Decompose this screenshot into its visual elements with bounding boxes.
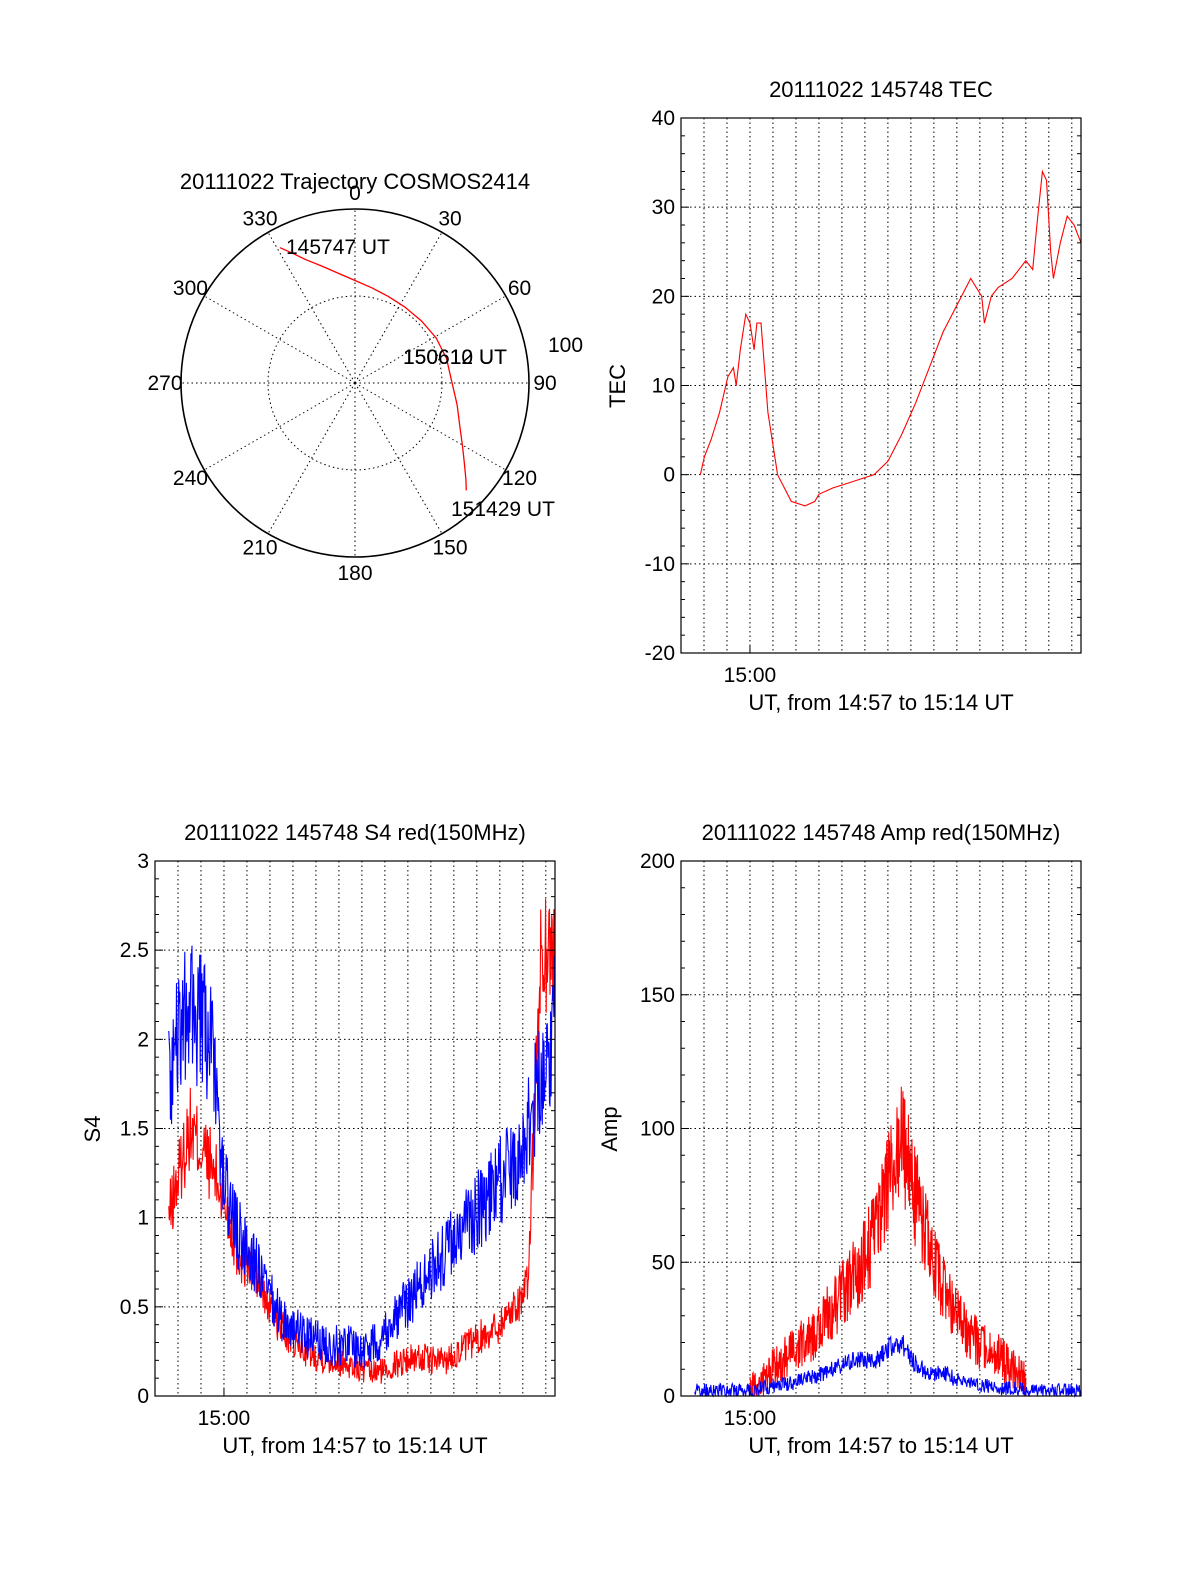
x-tick-label: 15:00 [724, 664, 777, 687]
polar-angle-label: 150 [432, 537, 467, 560]
y-axis-label: Amp [597, 1106, 622, 1151]
grid [681, 118, 1081, 653]
polar-angle-label: 240 [173, 467, 208, 490]
trajectory-start-label: 145747 UT [286, 236, 390, 259]
chart-title: 20111022 145748 Amp red(150MHz) [702, 820, 1061, 845]
y-tick-label: 150 [640, 984, 675, 1007]
axis-ticks: -20 -10 0 10 20 30 40 15:00 [645, 107, 1081, 687]
tec-line-chart: 20111022 145748 TEC -20 -10 0 10 20 30 40 15:00… [605, 77, 1082, 715]
y-tick-label: -10 [645, 553, 675, 576]
y-tick-label: 1.5 [120, 1118, 149, 1141]
amp-line-chart: 20111022 145748 Amp red(150MHz) 0 50 100 15… [597, 820, 1082, 1458]
y-tick-label: 30 [652, 196, 675, 219]
polar-angle-label: 0 [349, 182, 361, 205]
polar-spoke [267, 382, 356, 534]
polar-spoke [267, 232, 356, 384]
grid [155, 861, 555, 1396]
chart-title: 20111022 145748 TEC [769, 77, 993, 102]
y-tick-label: 3 [137, 850, 149, 873]
polar-angle-label: 90 [533, 372, 556, 395]
x-axis-label: UT, from 14:57 to 15:14 UT [748, 1433, 1013, 1458]
y-tick-label: 10 [652, 375, 675, 398]
polar-series [279, 247, 467, 491]
polar-angle-label: 60 [508, 277, 531, 300]
y-tick-label: -20 [645, 642, 675, 665]
polar-spoke [354, 382, 506, 471]
y-axis-label: S4 [80, 1116, 105, 1143]
y-tick-label: 2 [137, 1028, 149, 1051]
axis-ticks: 0 0.5 1 1.5 2 2.5 3 15:00 [120, 850, 555, 1430]
y-tick-label: 50 [652, 1251, 675, 1274]
polar-angle-label: 330 [242, 207, 277, 230]
polar-spoke [354, 295, 506, 384]
series-line-0 [749, 1086, 1027, 1397]
polar-angle-labels: 0 30 60 90 120 150 180 210 240 270 300 330 [147, 182, 556, 585]
polar-angle-label: 210 [242, 537, 277, 560]
chart-title: 20111022 145748 S4 red(150MHz) [184, 820, 526, 845]
polar-spoke [354, 382, 443, 534]
chart-title: 20111022 Trajectory COSMOS2414 [180, 169, 530, 194]
polar-angle-label: 30 [438, 207, 461, 230]
y-tick-label: 0.5 [120, 1296, 149, 1319]
polar-spoke [354, 232, 443, 384]
polar-spoke [204, 295, 356, 384]
polar-angle-label: 180 [337, 562, 372, 585]
y-tick-label: 100 [640, 1118, 675, 1141]
y-axis-label: TEC [605, 364, 630, 408]
series-line-1 [168, 945, 556, 1369]
x-axis-label: UT, from 14:57 to 15:14 UT [748, 690, 1013, 715]
y-tick-label: 0 [663, 1385, 675, 1408]
trajectory-line [279, 247, 467, 491]
axis-ticks: 0 50 100 150 200 15:00 [640, 850, 1081, 1430]
y-tick-label: 40 [652, 107, 675, 130]
trajectory-polar-chart: 20111022 Trajectory COSMOS2414 0 30 60 90 12… [147, 169, 583, 585]
polar-angle-label: 120 [502, 467, 537, 490]
y-tick-label: 2.5 [120, 939, 149, 962]
polar-outer-ring [180, 208, 530, 558]
x-tick-label: 15:00 [724, 1407, 777, 1430]
x-tick-label: 15:00 [198, 1407, 251, 1430]
series-line-0 [699, 169, 1082, 507]
y-tick-label: 20 [652, 285, 675, 308]
polar-angle-label: 300 [173, 277, 208, 300]
polar-grid [181, 209, 529, 557]
polar-angle-label: 270 [147, 372, 182, 395]
series-line-1 [694, 1334, 1082, 1399]
x-axis-label: UT, from 14:57 to 15:14 UT [222, 1433, 487, 1458]
y-tick-label: 0 [137, 1385, 149, 1408]
s4-line-chart: 20111022 145748 S4 red(150MHz) 0 0.5 1 1.5 2… [80, 820, 556, 1458]
trajectory-mid-label-overlap: 150610 UT [403, 346, 507, 369]
y-tick-label: 0 [663, 464, 675, 487]
y-tick-label: 1 [137, 1207, 149, 1230]
grid [681, 861, 1081, 1396]
polar-spoke [204, 382, 356, 471]
series [699, 169, 1082, 507]
trajectory-end-label: 151429 UT [451, 498, 555, 521]
polar-ring-label: 100 [548, 334, 583, 357]
y-tick-label: 200 [640, 850, 675, 873]
series [168, 898, 556, 1384]
series [694, 1086, 1082, 1399]
trajectory-mid-label: 150612 UT [403, 346, 507, 369]
